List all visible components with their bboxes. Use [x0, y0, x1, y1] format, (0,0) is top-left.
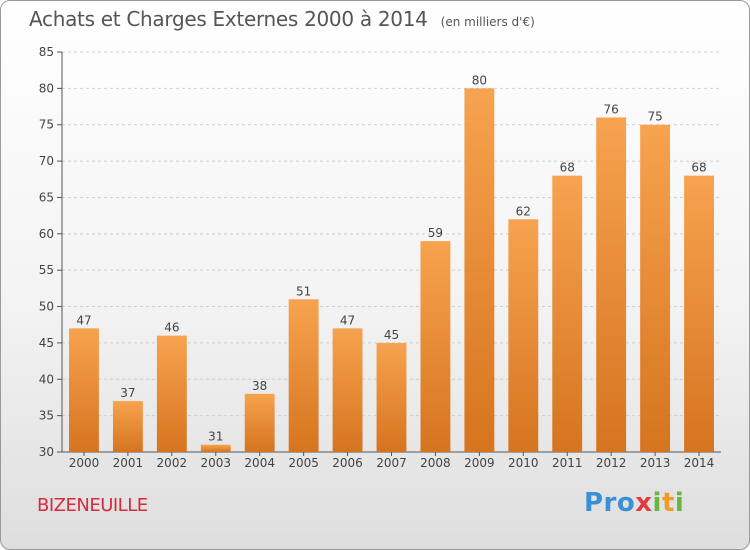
x-tick-label: 2008 [420, 456, 451, 470]
bar [332, 328, 363, 452]
data-label: 68 [560, 161, 575, 175]
chart-unit: (en milliers d'€) [440, 15, 535, 29]
x-tick-label: 2013 [640, 456, 671, 470]
data-label: 62 [516, 204, 531, 218]
bar [420, 241, 451, 452]
data-label: 46 [164, 321, 179, 335]
bar [156, 335, 187, 452]
data-label: 45 [384, 328, 399, 342]
bar [552, 175, 583, 453]
x-tick-label: 2011 [552, 456, 583, 470]
title-row: Achats et Charges Externes 2000 à 2014 (… [29, 7, 535, 31]
data-label: 75 [647, 110, 662, 124]
y-tick-label: 50 [39, 300, 54, 314]
x-tick-label: 2006 [332, 456, 363, 470]
bar [112, 401, 143, 452]
y-tick-label: 85 [39, 45, 54, 59]
x-tick-label: 2002 [157, 456, 188, 470]
y-tick-label: 80 [39, 81, 54, 95]
x-tick-label: 2009 [464, 456, 495, 470]
data-label: 51 [296, 284, 311, 298]
data-label: 31 [208, 430, 223, 444]
y-tick-label: 65 [39, 190, 54, 204]
data-label: 47 [76, 313, 91, 327]
bar [684, 175, 714, 453]
chart-title: Achats et Charges Externes 2000 à 2014 [29, 7, 428, 31]
x-tick-label: 2007 [376, 456, 407, 470]
x-tick-label: 2005 [288, 456, 319, 470]
x-tick-label: 2000 [69, 456, 100, 470]
brand-logo: Proxiti [584, 488, 685, 518]
bar [200, 444, 231, 452]
bar [508, 219, 539, 452]
y-tick-label: 60 [39, 227, 54, 241]
y-tick-label: 45 [39, 336, 54, 350]
x-tick-label: 2001 [113, 456, 144, 470]
data-label: 47 [340, 313, 355, 327]
x-tick-label: 2010 [508, 456, 539, 470]
x-tick-label: 2014 [684, 456, 715, 470]
bar [464, 88, 495, 452]
bar [69, 328, 99, 452]
bar [288, 299, 319, 452]
data-label: 37 [120, 386, 135, 400]
data-label: 76 [604, 102, 619, 116]
bar [244, 393, 275, 452]
y-tick-label: 70 [39, 154, 54, 168]
y-tick-label: 40 [39, 372, 54, 386]
data-label: 38 [252, 379, 267, 393]
y-tick-label: 35 [39, 409, 54, 423]
bar [640, 124, 671, 453]
x-tick-label: 2004 [244, 456, 275, 470]
y-tick-label: 30 [39, 445, 54, 459]
data-label: 68 [691, 161, 706, 175]
bar [376, 342, 407, 452]
y-tick-label: 55 [39, 263, 54, 277]
bar [596, 117, 627, 453]
y-tick-label: 75 [39, 118, 54, 132]
x-tick-label: 2012 [596, 456, 627, 470]
data-label: 80 [472, 73, 487, 87]
commune-name: BIZENEUILLE [37, 495, 148, 516]
x-tick-label: 2003 [200, 456, 231, 470]
data-label: 59 [428, 226, 443, 240]
